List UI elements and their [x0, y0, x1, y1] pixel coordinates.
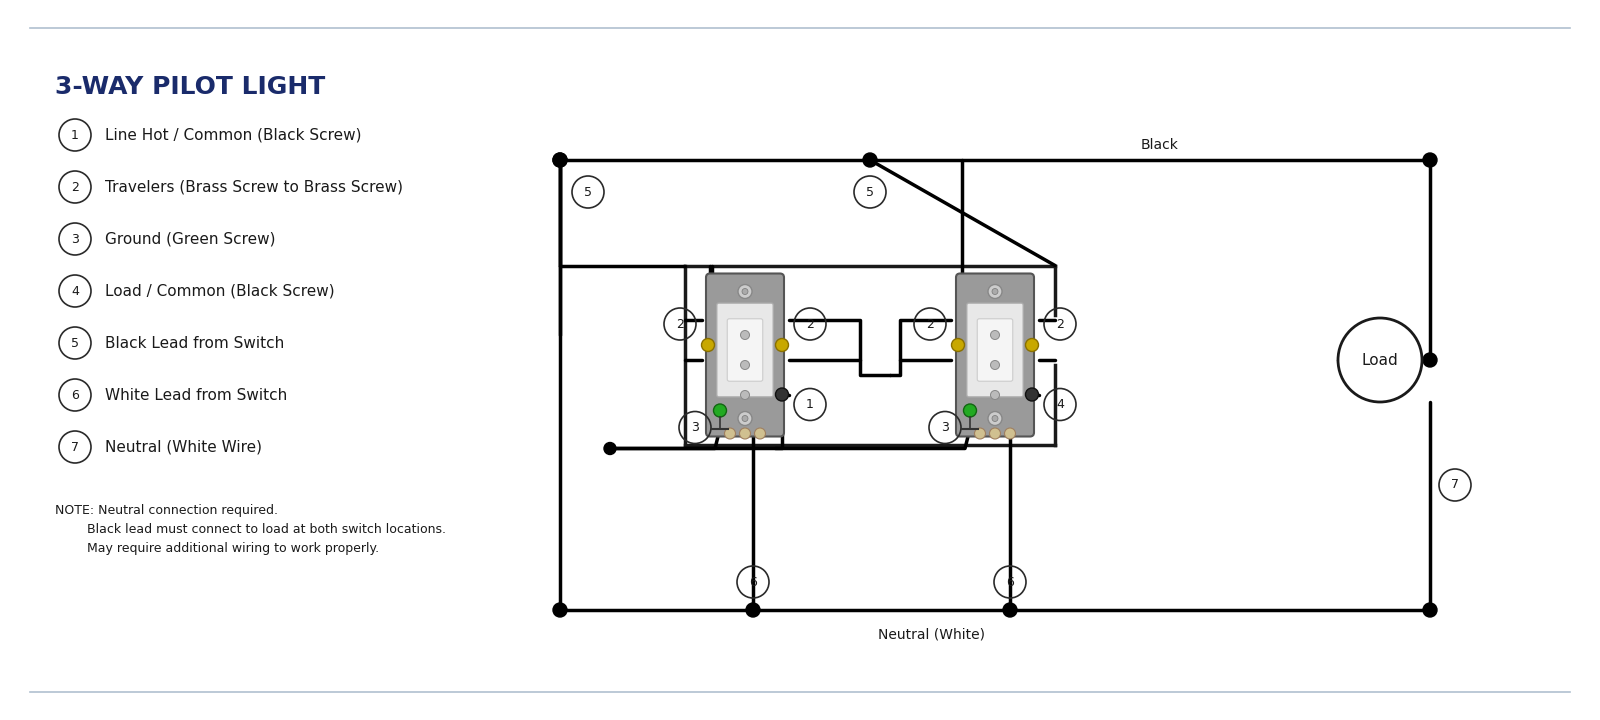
Circle shape [992, 289, 998, 294]
Text: White Lead from Switch: White Lead from Switch [106, 387, 288, 402]
Circle shape [739, 428, 750, 439]
Text: 3: 3 [691, 421, 699, 434]
Text: Neutral (White Wire): Neutral (White Wire) [106, 439, 262, 454]
Text: 5: 5 [584, 186, 592, 199]
Circle shape [1003, 603, 1018, 617]
Circle shape [987, 412, 1002, 426]
Circle shape [1422, 153, 1437, 167]
Text: 3: 3 [70, 233, 78, 246]
Circle shape [1422, 353, 1437, 367]
FancyBboxPatch shape [966, 303, 1024, 397]
Circle shape [742, 289, 749, 294]
Circle shape [989, 428, 1000, 439]
Circle shape [605, 443, 616, 454]
Circle shape [1026, 338, 1038, 351]
Text: 1: 1 [70, 128, 78, 142]
Circle shape [992, 415, 998, 421]
Text: 4: 4 [70, 284, 78, 297]
Circle shape [987, 284, 1002, 299]
Circle shape [974, 428, 986, 439]
Text: Line Hot / Common (Black Screw): Line Hot / Common (Black Screw) [106, 127, 362, 143]
Text: 4: 4 [1056, 398, 1064, 411]
Circle shape [738, 412, 752, 426]
Circle shape [741, 390, 749, 400]
Circle shape [554, 603, 566, 617]
Text: Ground (Green Screw): Ground (Green Screw) [106, 232, 275, 246]
Circle shape [952, 338, 965, 351]
Circle shape [554, 153, 566, 167]
Text: Black Lead from Switch: Black Lead from Switch [106, 336, 285, 351]
FancyBboxPatch shape [978, 319, 1013, 381]
Circle shape [1005, 428, 1016, 439]
Circle shape [990, 361, 1000, 369]
Circle shape [1026, 388, 1038, 401]
FancyBboxPatch shape [706, 274, 784, 436]
Circle shape [755, 428, 765, 439]
Text: 3: 3 [941, 421, 949, 434]
Circle shape [1422, 603, 1437, 617]
Circle shape [776, 338, 789, 351]
Text: 2: 2 [926, 318, 934, 330]
Text: Black: Black [1141, 138, 1179, 152]
Circle shape [990, 390, 1000, 400]
Circle shape [714, 404, 726, 417]
Text: 3-WAY PILOT LIGHT: 3-WAY PILOT LIGHT [54, 75, 325, 99]
Circle shape [746, 603, 760, 617]
Circle shape [963, 404, 976, 417]
FancyBboxPatch shape [728, 319, 763, 381]
Text: 7: 7 [1451, 479, 1459, 492]
Circle shape [738, 284, 752, 299]
Text: 7: 7 [70, 441, 78, 454]
Circle shape [862, 153, 877, 167]
Circle shape [725, 428, 736, 439]
Text: Load: Load [1362, 353, 1398, 367]
Text: NOTE: Neutral connection required.
        Black lead must connect to load at bo: NOTE: Neutral connection required. Black… [54, 504, 446, 555]
Text: 2: 2 [1056, 318, 1064, 330]
Text: 6: 6 [1006, 575, 1014, 588]
Circle shape [554, 153, 566, 167]
Text: 2: 2 [806, 318, 814, 330]
Circle shape [990, 330, 1000, 340]
Circle shape [776, 388, 789, 401]
Text: 1: 1 [806, 398, 814, 411]
Circle shape [741, 361, 749, 369]
Text: 2: 2 [70, 181, 78, 194]
FancyBboxPatch shape [957, 274, 1034, 436]
FancyBboxPatch shape [717, 303, 773, 397]
Text: Load / Common (Black Screw): Load / Common (Black Screw) [106, 284, 334, 299]
Text: Travelers (Brass Screw to Brass Screw): Travelers (Brass Screw to Brass Screw) [106, 179, 403, 194]
Circle shape [701, 338, 715, 351]
Text: 5: 5 [70, 336, 78, 349]
Text: 6: 6 [749, 575, 757, 588]
Text: 6: 6 [70, 389, 78, 402]
Text: 2: 2 [677, 318, 683, 330]
Circle shape [742, 415, 749, 421]
Circle shape [1338, 318, 1422, 402]
Text: 5: 5 [866, 186, 874, 199]
Text: Neutral (White): Neutral (White) [878, 628, 986, 642]
Circle shape [741, 330, 749, 340]
